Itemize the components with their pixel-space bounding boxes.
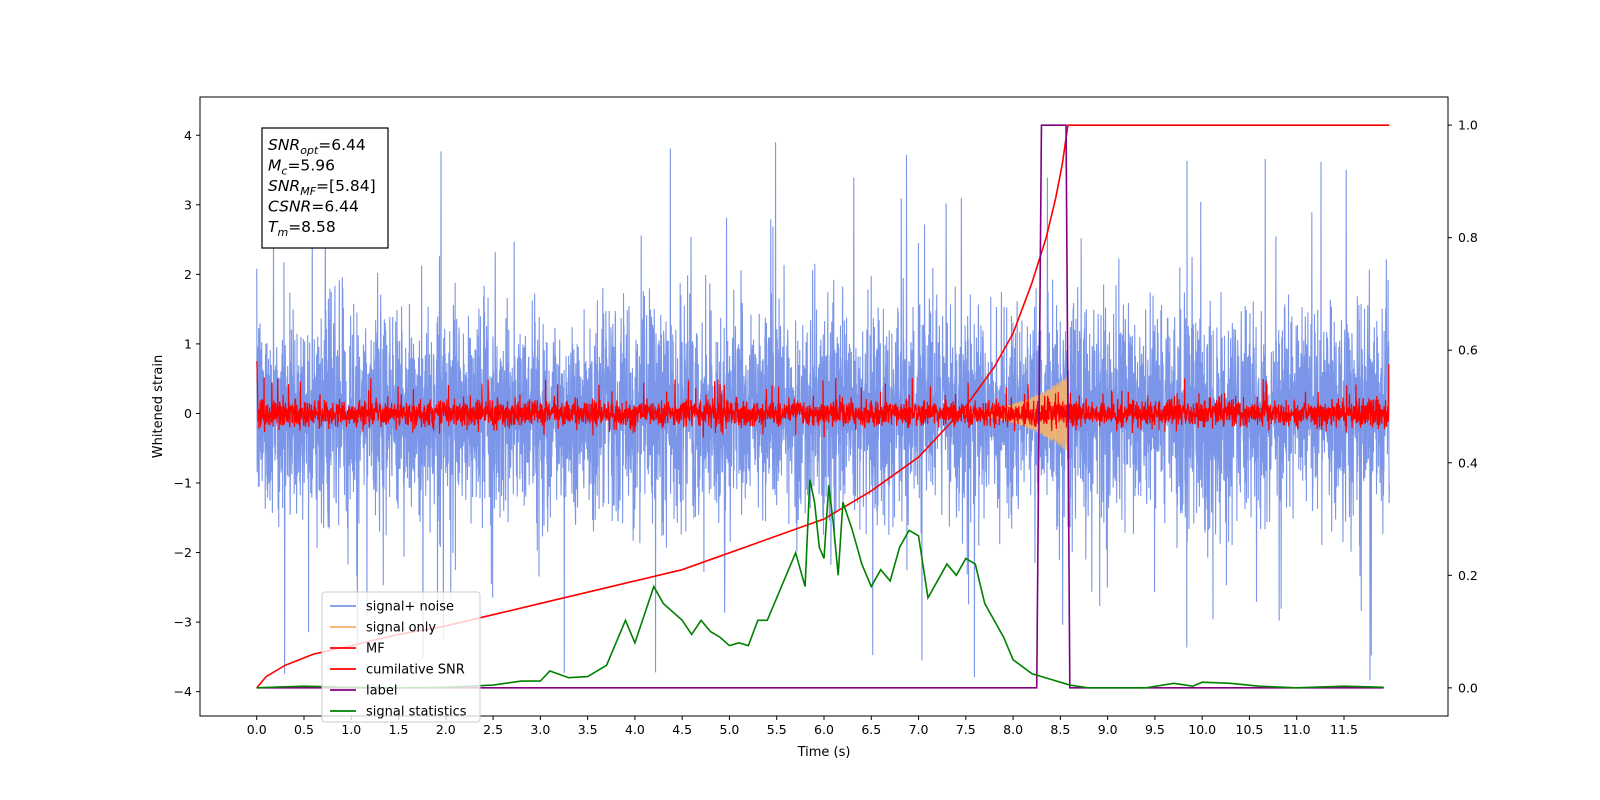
y-tick-label: 1 <box>184 336 192 351</box>
x-tick-label: 0.5 <box>294 722 314 737</box>
x-tick-label: 7.0 <box>909 722 929 737</box>
y2-tick-label: 0.2 <box>1458 568 1478 583</box>
y2-tick-label: 1.0 <box>1458 118 1478 133</box>
annotation-box: SNRopt=6.44Mc=5.96SNRMF=[5.84]CSNR=6.44T… <box>261 127 389 249</box>
annotation-value: =8.58 <box>288 218 336 236</box>
x-axis-label: Time (s) <box>797 745 851 760</box>
annotation-subscript: opt <box>300 144 319 157</box>
y-tick-label: −3 <box>174 615 192 630</box>
annotation-symbol: CSNR <box>268 198 311 216</box>
y-tick-label: −2 <box>174 545 192 560</box>
y-tick-label: 0 <box>184 406 192 421</box>
annotation-value: =6.44 <box>318 136 366 154</box>
annotation-line: Mc=5.96 <box>268 157 335 178</box>
legend-label: MF <box>366 642 385 657</box>
y-tick-label: −1 <box>174 476 192 491</box>
x-tick-label: 2.0 <box>436 722 456 737</box>
y2-tick-label: 0.4 <box>1458 455 1478 470</box>
x-tick-label: 5.0 <box>720 722 740 737</box>
legend-label: signal only <box>366 621 436 636</box>
legend-label: signal statistics <box>366 705 467 720</box>
x-tick-label: 3.5 <box>578 722 598 737</box>
x-tick-label: 6.5 <box>861 722 881 737</box>
annotation-line: SNRMF=[5.84] <box>268 177 376 198</box>
x-tick-label: 10.5 <box>1236 722 1264 737</box>
legend-label: cumilative SNR <box>366 663 465 678</box>
annotation-symbol: SNR <box>268 136 300 154</box>
annotation-symbol: SNR <box>268 177 300 195</box>
series-line-mf <box>256 361 1390 438</box>
annotation-value: =6.44 <box>311 198 359 216</box>
annotation-value: =5.96 <box>287 157 335 175</box>
axes: 0.0 0.5 1.0 1.5 2.0 2.5 3.0 3.5 4.0 4.5 5.0 5.5 6.0 6… <box>151 96 1478 760</box>
x-tick-label: 9.0 <box>1098 722 1118 737</box>
x-tick-label: 10.0 <box>1188 722 1216 737</box>
y2-tick-label: 0.0 <box>1458 680 1478 695</box>
y-axis-label: Whitened strain <box>151 355 166 458</box>
x-tick-label: 4.0 <box>625 722 645 737</box>
y-tick-label: 4 <box>184 128 192 143</box>
x-tick-label: 6.0 <box>814 722 834 737</box>
annotation-frame <box>261 127 389 249</box>
x-tick-label: 1.5 <box>389 722 409 737</box>
series-line-signal-noise <box>256 142 1390 681</box>
x-tick-label: 7.5 <box>956 722 976 737</box>
annotation-subscript: m <box>277 226 288 239</box>
x-tick-label: 2.5 <box>483 722 503 737</box>
legend-label: signal+ noise <box>366 600 454 615</box>
legend: signal+ noise signal only MF cumilative SNR… <box>321 591 481 723</box>
x-tick-label: 0.0 <box>247 722 267 737</box>
x-tick-label: 11.5 <box>1330 722 1358 737</box>
y2-tick-label: 0.8 <box>1458 230 1478 245</box>
legend-frame <box>321 591 481 723</box>
annotation-subscript: c <box>281 165 287 178</box>
y-tick-label: 3 <box>184 197 192 212</box>
x-tick-label: 8.0 <box>1003 722 1023 737</box>
annotation-symbol: M <box>268 157 281 175</box>
annotation-line: CSNR=6.44 <box>268 198 359 216</box>
y2-tick-label: 0.6 <box>1458 343 1478 358</box>
x-tick-label: 3.0 <box>530 722 550 737</box>
x-tick-label: 9.5 <box>1145 722 1165 737</box>
x-tick-label: 11.0 <box>1283 722 1311 737</box>
annotation-line: SNRopt=6.44 <box>268 136 366 157</box>
annotation-symbol: T <box>268 218 279 236</box>
series-line-signal-statistics <box>256 479 1384 689</box>
x-tick-label: 8.5 <box>1050 722 1070 737</box>
x-tick-label: 5.5 <box>767 722 787 737</box>
y-tick-label: 2 <box>184 267 192 282</box>
legend-label: label <box>366 684 397 699</box>
annotation-subscript: MF <box>300 185 316 198</box>
y-tick-label: −4 <box>174 684 192 699</box>
x-tick-label: 4.5 <box>672 722 692 737</box>
annotation-line: Tm=8.58 <box>268 218 336 239</box>
annotation-value: =[5.84] <box>316 177 376 195</box>
x-tick-label: 1.0 <box>341 722 361 737</box>
